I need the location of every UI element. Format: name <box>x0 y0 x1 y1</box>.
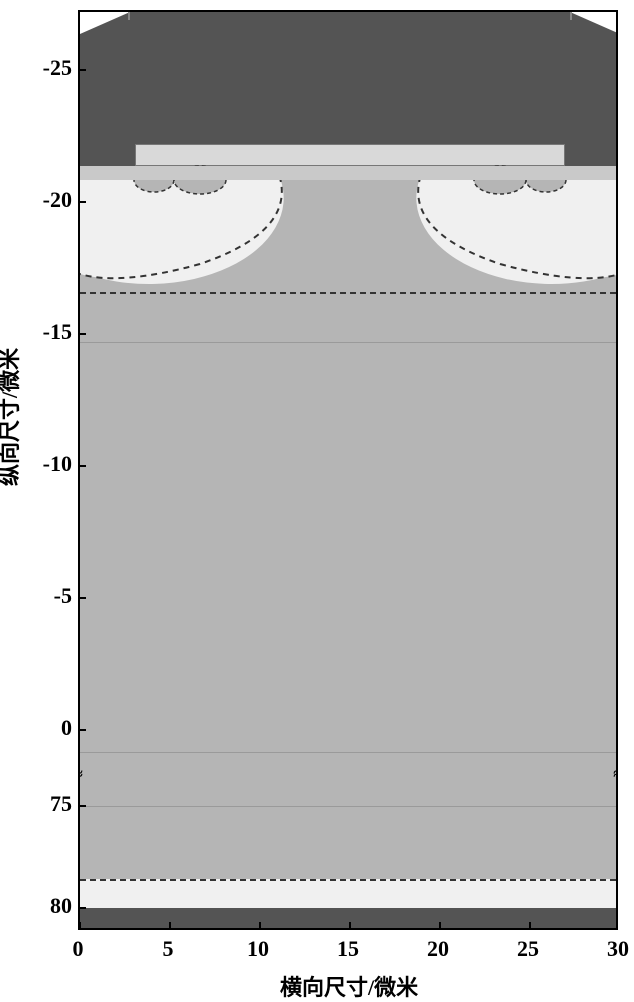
x-tick-label: 30 <box>607 936 629 962</box>
x-tick-mark <box>259 922 261 930</box>
x-tick-label: 10 <box>247 936 269 962</box>
device-cross-section-figure: 纵向尺寸/微米 横向尺寸/微米 -25 -20 -15 -10 -5 0 75 80 0 5 10… <box>0 0 634 1000</box>
y-tick-label: -20 <box>43 187 72 213</box>
x-tick-mark <box>169 922 171 930</box>
y-tick-mark <box>78 69 86 71</box>
dashed-line-lower <box>80 879 616 881</box>
bottom-buffer-region <box>80 879 616 908</box>
y-tick-mark <box>78 465 86 467</box>
y-tick-label: 75 <box>50 791 72 817</box>
y-tick-label: -15 <box>43 319 72 345</box>
x-tick-label: 0 <box>73 936 84 962</box>
y-tick-label: -25 <box>43 55 72 81</box>
y-tick-mark <box>78 907 86 909</box>
hairline-2 <box>80 752 616 753</box>
y-tick-label: -5 <box>54 583 72 609</box>
hairline-1 <box>80 342 616 343</box>
x-tick-mark <box>439 922 441 930</box>
y-tick-mark <box>78 597 86 599</box>
bottom-metal-region <box>80 908 616 930</box>
x-tick-label: 15 <box>337 936 359 962</box>
x-tick-label: 5 <box>163 936 174 962</box>
y-tick-mark <box>78 805 86 807</box>
axis-break-right: ≈ <box>613 766 618 784</box>
y-tick-label: 80 <box>50 893 72 919</box>
hairline-3 <box>80 806 616 807</box>
y-tick-mark <box>78 729 86 731</box>
y-tick-label: -10 <box>43 451 72 477</box>
x-tick-mark <box>79 922 81 930</box>
top-mark-left <box>128 12 130 20</box>
x-tick-mark <box>529 922 531 930</box>
x-tick-label: 25 <box>517 936 539 962</box>
wells-svg <box>80 12 618 930</box>
x-tick-label: 20 <box>427 936 449 962</box>
axis-break-left: ≈ <box>78 766 83 784</box>
x-tick-mark <box>349 922 351 930</box>
plot-area: ≈ ≈ <box>78 10 618 930</box>
y-tick-label: 0 <box>61 715 72 741</box>
y-tick-mark <box>78 201 86 203</box>
y-axis-label: 纵向尺寸/微米 <box>0 348 24 486</box>
x-axis-label: 横向尺寸/微米 <box>280 970 418 1002</box>
top-mark-right <box>570 12 572 20</box>
y-tick-mark <box>78 333 86 335</box>
dashed-line-upper <box>80 292 616 294</box>
